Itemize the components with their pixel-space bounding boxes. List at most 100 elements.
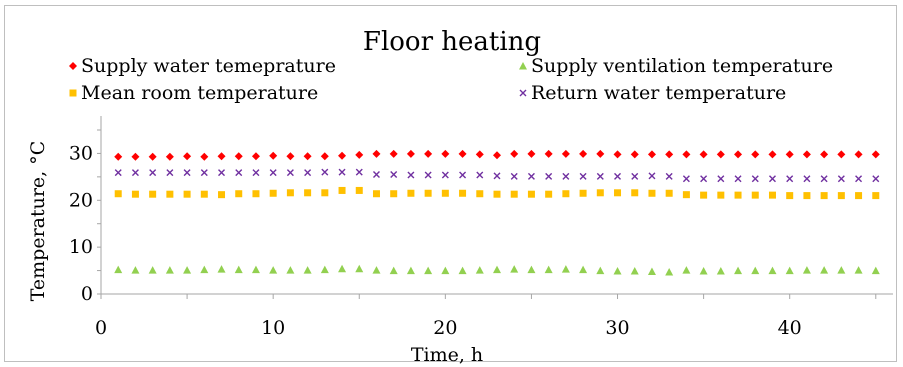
data-point	[372, 149, 381, 158]
data-point	[820, 266, 829, 274]
data-point	[355, 264, 364, 273]
legend-label: Return water temperature	[531, 82, 786, 104]
data-point	[424, 171, 432, 179]
data-point	[338, 151, 347, 160]
data-point	[114, 190, 122, 198]
data-point	[647, 267, 656, 276]
data-point	[252, 169, 260, 177]
data-point	[647, 150, 656, 159]
data-point	[114, 169, 122, 177]
data-point	[768, 150, 777, 159]
data-point	[217, 152, 226, 161]
data-point	[269, 151, 278, 160]
data-point	[734, 150, 743, 159]
data-point	[648, 189, 656, 197]
data-point	[527, 172, 535, 180]
data-point	[699, 267, 708, 275]
data-point	[476, 171, 484, 179]
data-point	[716, 267, 725, 275]
x-tick-label: 30	[605, 317, 629, 339]
data-point	[234, 152, 243, 161]
data-point	[304, 189, 312, 197]
data-point	[545, 172, 553, 180]
data-point	[561, 149, 570, 158]
data-point	[252, 190, 260, 198]
data-point	[837, 192, 845, 200]
data-point	[562, 190, 570, 198]
x-axis-title: Time, h	[411, 344, 483, 366]
data-point	[579, 172, 587, 180]
data-point	[251, 265, 260, 274]
data-point	[338, 186, 346, 194]
data-point	[561, 265, 570, 273]
data-point	[734, 175, 742, 183]
data-point	[837, 150, 846, 159]
data-point	[545, 190, 553, 198]
data-point	[200, 152, 209, 161]
data-point	[131, 266, 140, 274]
data-point	[269, 169, 277, 177]
data-point	[234, 265, 243, 274]
data-point	[441, 189, 449, 197]
data-point	[320, 152, 329, 161]
data-point	[476, 190, 484, 198]
data-point	[802, 266, 811, 274]
data-point	[303, 152, 312, 161]
data-point	[459, 189, 467, 197]
chart-title: Floor heating	[363, 27, 541, 57]
data-point	[338, 168, 346, 176]
data-point	[855, 175, 863, 183]
data-point	[475, 150, 484, 159]
data-point	[321, 189, 329, 197]
data-point	[321, 168, 329, 176]
data-point	[149, 190, 157, 198]
data-point	[390, 190, 398, 198]
data-point	[183, 190, 191, 198]
data-point	[475, 266, 484, 274]
data-point	[734, 266, 743, 275]
data-point	[441, 149, 450, 158]
data-point	[131, 152, 140, 161]
data-point	[389, 266, 398, 275]
x-tick-label: 40	[778, 317, 802, 339]
data-point	[510, 149, 519, 158]
data-point	[459, 171, 467, 179]
x-tick-label: 10	[261, 317, 285, 339]
x-tick-label: 0	[95, 317, 107, 339]
data-point	[631, 172, 639, 180]
data-point	[114, 265, 123, 274]
data-point	[802, 150, 811, 159]
legend-label: Mean room temperature	[81, 82, 318, 104]
data-point	[768, 175, 776, 183]
data-point	[183, 152, 192, 161]
data-point	[682, 175, 690, 183]
data-point	[527, 265, 536, 274]
data-point	[320, 265, 329, 274]
data-point	[751, 266, 760, 275]
y-axis-title: Temperature, °C	[27, 141, 49, 302]
data-point	[424, 149, 433, 158]
data-point	[218, 169, 226, 177]
data-point	[785, 266, 794, 275]
legend-marker	[519, 62, 527, 70]
data-point	[217, 265, 226, 273]
data-point	[579, 149, 588, 158]
data-point	[304, 169, 312, 177]
legend-label: Supply water temeprature	[81, 55, 336, 77]
data-point	[716, 150, 725, 159]
data-point	[389, 149, 398, 158]
data-point	[751, 191, 759, 199]
series-1	[114, 149, 880, 161]
data-point	[148, 152, 157, 161]
data-point	[768, 191, 776, 199]
data-point	[630, 267, 639, 275]
data-point	[286, 266, 295, 274]
y-tick-label: 30	[69, 142, 93, 164]
data-point	[286, 169, 294, 177]
data-point	[871, 150, 880, 159]
data-point	[803, 192, 811, 200]
data-point	[682, 191, 690, 199]
data-point	[596, 172, 604, 180]
data-point	[820, 175, 828, 183]
data-point	[613, 267, 622, 275]
